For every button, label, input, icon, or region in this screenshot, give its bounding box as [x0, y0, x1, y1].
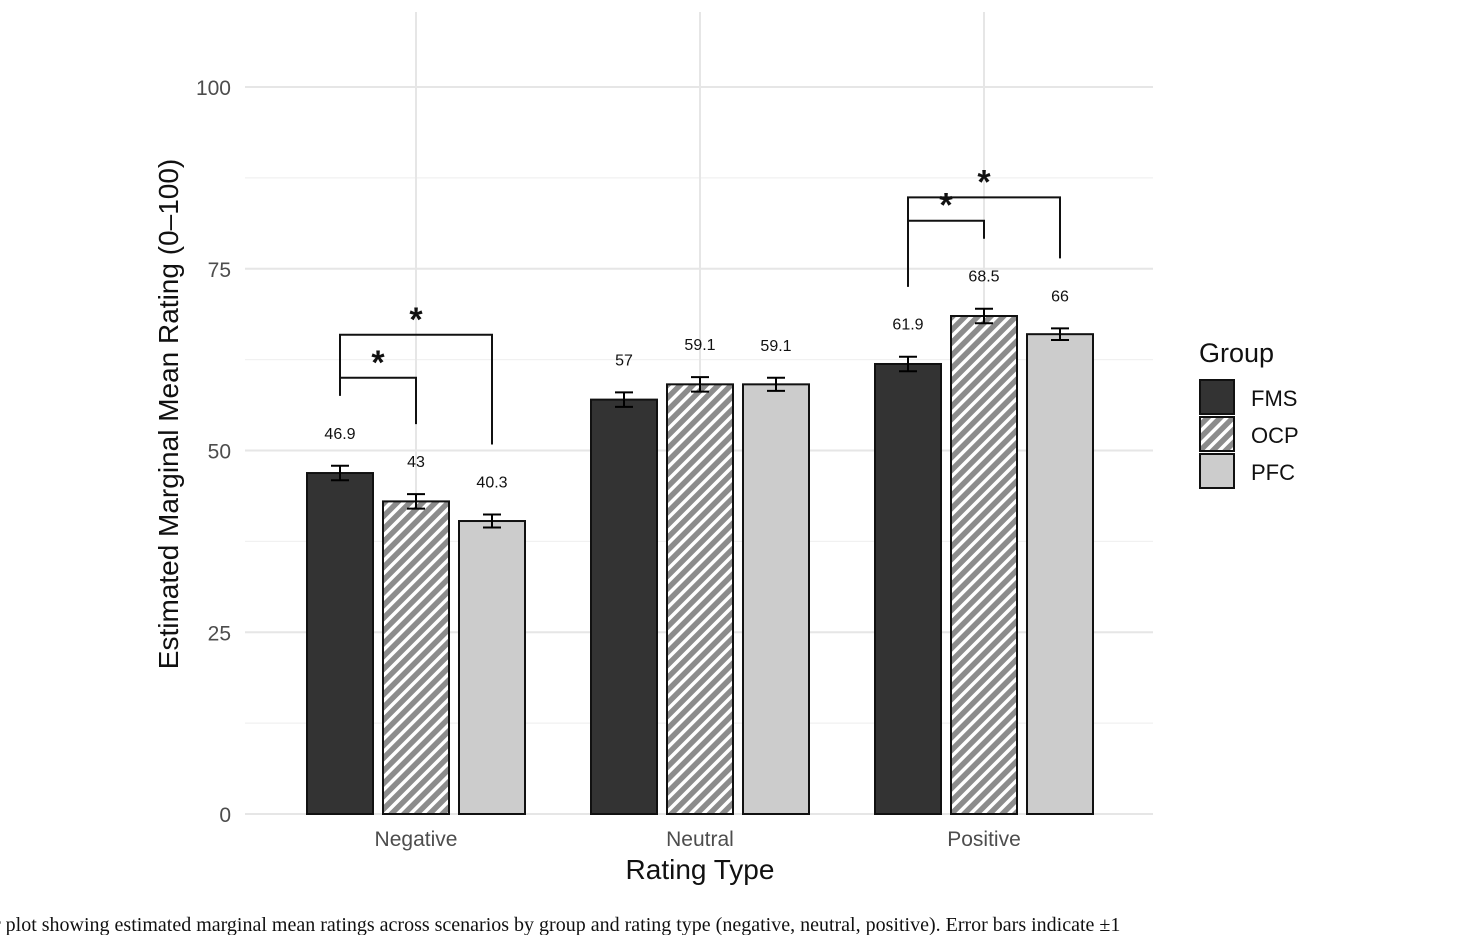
bar-pfc-positive [1026, 333, 1094, 815]
figure-caption: r plot showing estimated marginal mean r… [0, 912, 1466, 935]
data-label: 59.1 [760, 338, 791, 355]
legend-label-fms: FMS [1251, 386, 1297, 411]
x-tick-label: Neutral [666, 828, 734, 851]
caption-text: r plot showing estimated marginal mean r… [0, 914, 1121, 935]
x-tick-label: Negative [375, 828, 458, 851]
data-label: 68.5 [968, 269, 999, 286]
bar-ocp-positive [950, 315, 1018, 815]
y-tick-label: 100 [196, 77, 231, 100]
bar-fms-neutral [590, 398, 658, 815]
bar-ocp-negative [382, 500, 450, 815]
significance-star: * [939, 187, 953, 225]
significance-bracket [339, 376, 417, 425]
significance-brackets: * * * * [339, 163, 1061, 445]
significance-bracket [339, 333, 493, 445]
data-label: 40.3 [476, 474, 507, 491]
significance-star: * [409, 301, 423, 339]
y-tick-label: 25 [208, 622, 231, 645]
legend-title: Group [1199, 338, 1274, 368]
legend-label-pfc: PFC [1251, 460, 1295, 485]
legend-swatch-fms [1199, 379, 1235, 415]
y-axis-title: Estimated Marginal Mean Rating (0–100) [153, 159, 184, 669]
bar-pfc-negative [458, 520, 526, 815]
bar-chart: 0 25 50 75 100 46.9 57 61.9 43 59.1 68.5 40.3 59.1 6… [153, 12, 1299, 885]
y-tick-label: 75 [208, 259, 231, 282]
significance-star: * [977, 163, 991, 201]
data-label: 43 [407, 454, 425, 471]
data-label: 46.9 [324, 426, 355, 443]
x-axis-title: Rating Type [626, 854, 775, 885]
legend: Group FMS OCP PFC [1199, 338, 1299, 489]
significance-bracket [907, 196, 1061, 287]
legend-swatch-pfc [1199, 453, 1235, 489]
bars: 46.9 57 61.9 43 59.1 68.5 40.3 59.1 66 [306, 269, 1094, 815]
bar-fms-negative [306, 472, 374, 815]
y-tick-label: 50 [208, 441, 231, 464]
bar-fms-positive [874, 362, 942, 815]
data-label: 66 [1051, 288, 1069, 305]
bar-ocp-neutral [666, 383, 734, 815]
data-label: 59.1 [684, 337, 715, 354]
x-axis: Negative Neutral Positive [375, 828, 1021, 851]
legend-swatch-ocp [1199, 416, 1235, 452]
legend-label-ocp: OCP [1251, 423, 1299, 448]
x-tick-label: Positive [947, 828, 1021, 851]
data-label: 57 [615, 352, 633, 369]
y-axis: 0 25 50 75 100 [196, 77, 231, 827]
data-label: 61.9 [892, 317, 923, 334]
significance-star: * [371, 344, 385, 382]
bar-pfc-neutral [742, 383, 810, 815]
y-tick-label: 0 [219, 804, 231, 827]
